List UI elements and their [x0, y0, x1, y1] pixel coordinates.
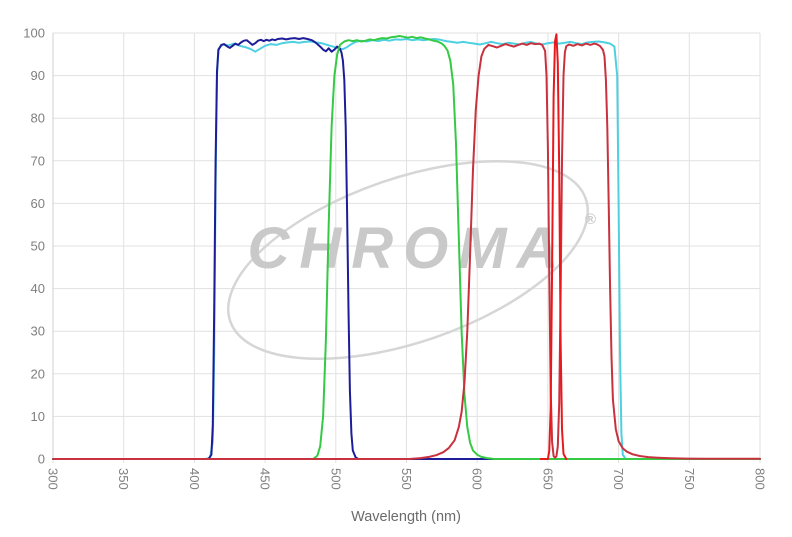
registered-trademark-icon: ® — [585, 211, 596, 228]
x-tick-label: 550 — [399, 468, 414, 490]
x-tick-label: 300 — [46, 468, 61, 490]
y-tick-label: 30 — [31, 324, 45, 339]
x-tick-label: 400 — [187, 468, 202, 490]
x-axis-title: Wavelength (nm) — [351, 509, 461, 525]
cyan-wide-pass-curve — [52, 38, 761, 460]
y-tick-label: 50 — [31, 239, 45, 254]
gridlines — [52, 32, 761, 463]
y-tick-label: 20 — [31, 366, 45, 381]
watermark-text: CHROMA — [248, 216, 569, 281]
x-tick-label: 650 — [540, 468, 555, 490]
x-tick-label: 700 — [611, 468, 626, 490]
red-narrow-bandpass-curve — [539, 33, 568, 460]
green-bandpass-curve — [52, 35, 761, 460]
chroma-watermark: CHROMA ® — [226, 159, 596, 361]
blue-bandpass-curve — [52, 37, 761, 460]
y-tick-label: 100 — [23, 26, 45, 41]
series-lines — [52, 33, 761, 460]
y-tick-label: 10 — [31, 409, 45, 424]
y-tick-label: 90 — [31, 68, 45, 83]
x-tick-label: 500 — [328, 468, 343, 490]
y-tick-label: 40 — [31, 281, 45, 296]
x-tick-label: 600 — [470, 468, 485, 490]
watermark-swoosh-ellipse — [226, 159, 590, 361]
y-tick-label: 0 — [38, 452, 45, 467]
x-tick-label: 800 — [753, 468, 768, 490]
y-tick-label: 70 — [31, 153, 45, 168]
axis-tick-labels: 0 10 20 30 40 50 60 70 80 90 100 300 350 400 450 500 550… — [23, 26, 767, 490]
y-tick-label: 60 — [31, 196, 45, 211]
y-tick-label: 80 — [31, 111, 45, 126]
x-tick-label: 450 — [258, 468, 273, 490]
red-dual-bandpass-curve — [52, 42, 761, 460]
x-tick-label: 350 — [116, 468, 131, 490]
x-tick-label: 750 — [682, 468, 697, 490]
